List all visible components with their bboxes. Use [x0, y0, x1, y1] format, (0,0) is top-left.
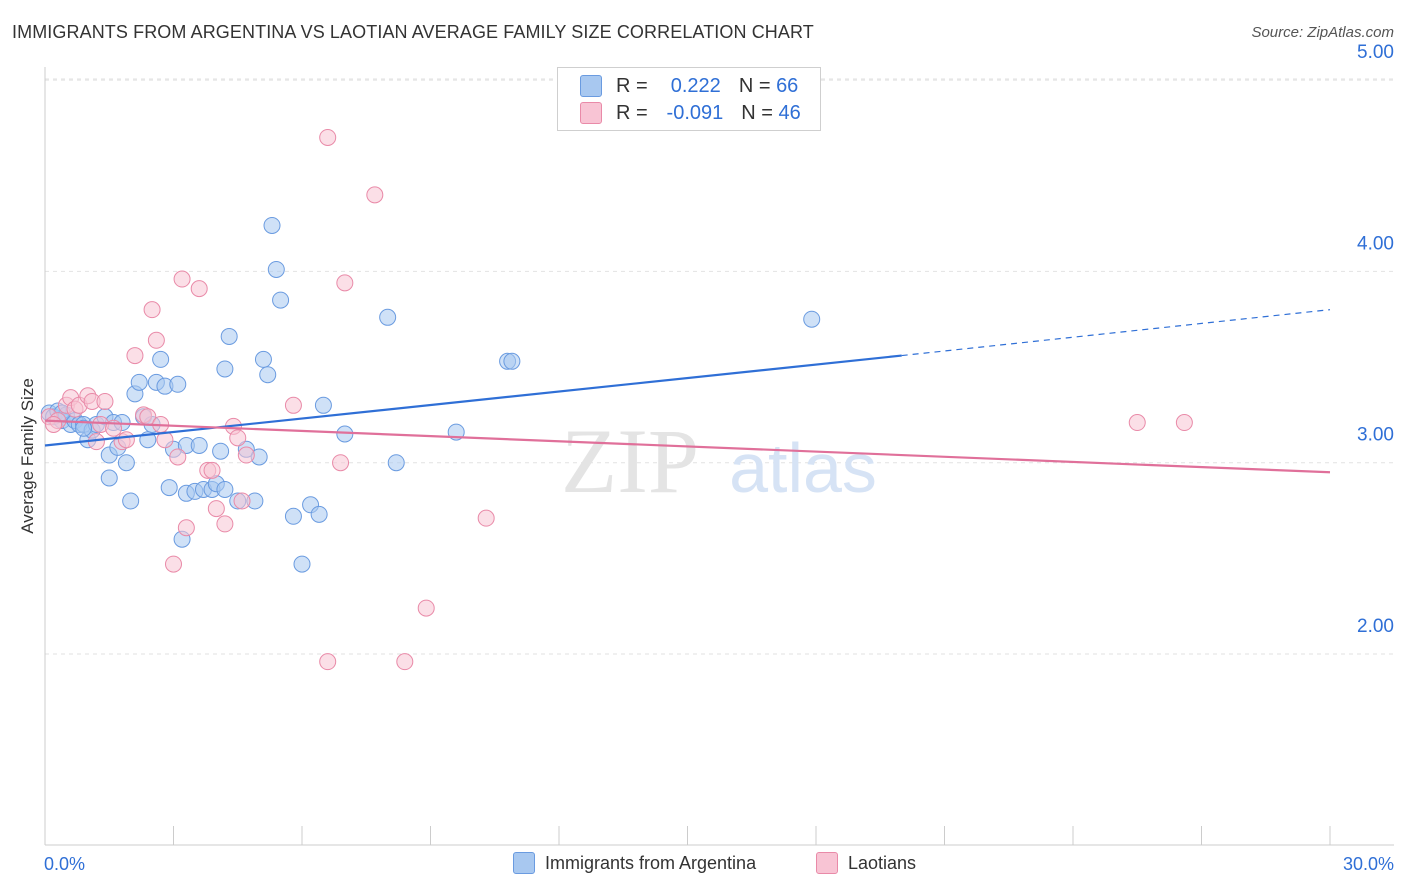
laotians-point	[336, 274, 354, 292]
argentina-point	[130, 373, 148, 391]
trend-lines	[44, 309, 1331, 474]
watermark-zip: ZIP	[561, 410, 699, 512]
argentina-point	[220, 327, 238, 345]
laotians-point	[477, 509, 495, 527]
laotians-point	[366, 186, 384, 204]
argentina-point	[336, 425, 354, 443]
laotians-point	[177, 519, 195, 537]
legend-item-laotians[interactable]: Laotians	[816, 852, 916, 874]
stats-row-laotians: R = -0.091 N = 46	[580, 100, 801, 126]
laotians-point	[216, 515, 234, 533]
argentina-point	[259, 366, 277, 384]
source-label: Source: ZipAtlas.com	[1251, 24, 1394, 41]
argentina-point	[503, 352, 521, 370]
n-label: N =	[738, 74, 771, 97]
laotians-point	[147, 331, 165, 349]
series-legend: Immigrants from Argentina Laotians	[0, 852, 1406, 878]
watermark-atlas: atlas	[729, 429, 877, 507]
n-value: 66	[776, 74, 799, 97]
y-tick-label: 4.00	[1357, 233, 1394, 254]
laotians-point	[229, 429, 247, 447]
laotians-point	[332, 454, 350, 472]
argentina-trend-line	[44, 354, 902, 447]
laotians-swatch	[816, 852, 838, 874]
argentina-point	[267, 260, 285, 278]
y-tick-labels: 2.00 3.00 4.00 5.00	[1357, 42, 1394, 637]
argentina-point	[100, 469, 118, 487]
argentina-trend-extension	[901, 309, 1331, 357]
laotians-point	[126, 347, 144, 365]
argentina-point	[263, 216, 281, 234]
laotians-point	[117, 431, 135, 449]
laotians-point	[165, 555, 182, 573]
argentina-point	[216, 360, 234, 378]
stats-row-argentina: R = 0.222 N = 66	[580, 73, 798, 99]
y-tick-label: 3.00	[1357, 425, 1394, 446]
laotians-point	[1128, 414, 1146, 432]
stats-legend: R = 0.222 N = 66 R = -0.091 N = 46	[557, 67, 821, 131]
laotians-point	[45, 415, 63, 433]
y-axis-label: Average Family Size	[18, 378, 37, 534]
laotians-point	[203, 461, 221, 479]
laotians-point	[207, 500, 225, 518]
x-tick-label: 30.0%	[1343, 854, 1394, 874]
axes	[44, 67, 1394, 846]
argentina-point	[75, 419, 93, 437]
laotians-point	[190, 280, 208, 298]
x-tick-label: 0.0%	[44, 854, 85, 874]
laotians-point	[396, 653, 414, 671]
laotians-trend-line	[44, 419, 1331, 474]
chart-title: IMMIGRANTS FROM ARGENTINA VS LAOTIAN AVE…	[12, 22, 814, 42]
argentina-point	[216, 480, 234, 498]
r-value: -0.091	[666, 101, 724, 124]
argentina-swatch	[580, 75, 602, 97]
argentina-point	[272, 291, 290, 309]
legend-label-laotians: Laotians	[848, 852, 917, 873]
y-tick-label: 2.00	[1357, 616, 1394, 637]
laotians-point	[143, 301, 161, 319]
watermark: ZIP atlas	[561, 410, 877, 512]
laotians-point	[96, 392, 114, 410]
laotians-point	[156, 431, 174, 449]
argentina-point	[160, 479, 178, 497]
argentina-point	[190, 436, 208, 454]
legend-item-argentina[interactable]: Immigrants from Argentina	[513, 852, 756, 874]
laotians-point	[417, 599, 435, 617]
laotians-point	[237, 446, 255, 464]
argentina-point	[254, 350, 272, 368]
n-value: 46	[778, 101, 801, 124]
legend-label-argentina: Immigrants from Argentina	[545, 852, 757, 873]
argentina-point	[117, 454, 135, 472]
argentina-point	[387, 454, 405, 472]
laotians-point	[1175, 414, 1193, 432]
argentina-point	[379, 308, 397, 326]
laotians-point	[319, 653, 337, 671]
argentina-swatch	[513, 852, 535, 874]
laotians-point	[284, 396, 302, 414]
argentina-point	[314, 396, 332, 414]
laotians-swatch	[580, 102, 602, 124]
y-tick-label: 5.00	[1357, 42, 1394, 63]
argentina-point	[152, 350, 170, 368]
argentina-point	[122, 492, 140, 510]
argentina-point	[293, 555, 311, 573]
laotians-point	[169, 448, 187, 466]
r-label: R =	[616, 74, 648, 97]
argentina-point	[310, 505, 328, 523]
argentina-point	[212, 442, 230, 460]
argentina-point	[284, 507, 302, 525]
n-label: N =	[741, 101, 773, 124]
x-tick-labels: 0.0% 30.0%	[44, 854, 1394, 874]
grid-lines	[45, 78, 1394, 655]
r-value: 0.222	[670, 74, 721, 97]
laotians-point	[233, 492, 251, 510]
argentina-point	[803, 310, 821, 328]
laotians-point	[319, 128, 337, 146]
r-label: R =	[616, 101, 648, 124]
argentina-point	[169, 375, 187, 393]
data-points	[40, 128, 1193, 671]
laotians-point	[173, 270, 191, 288]
